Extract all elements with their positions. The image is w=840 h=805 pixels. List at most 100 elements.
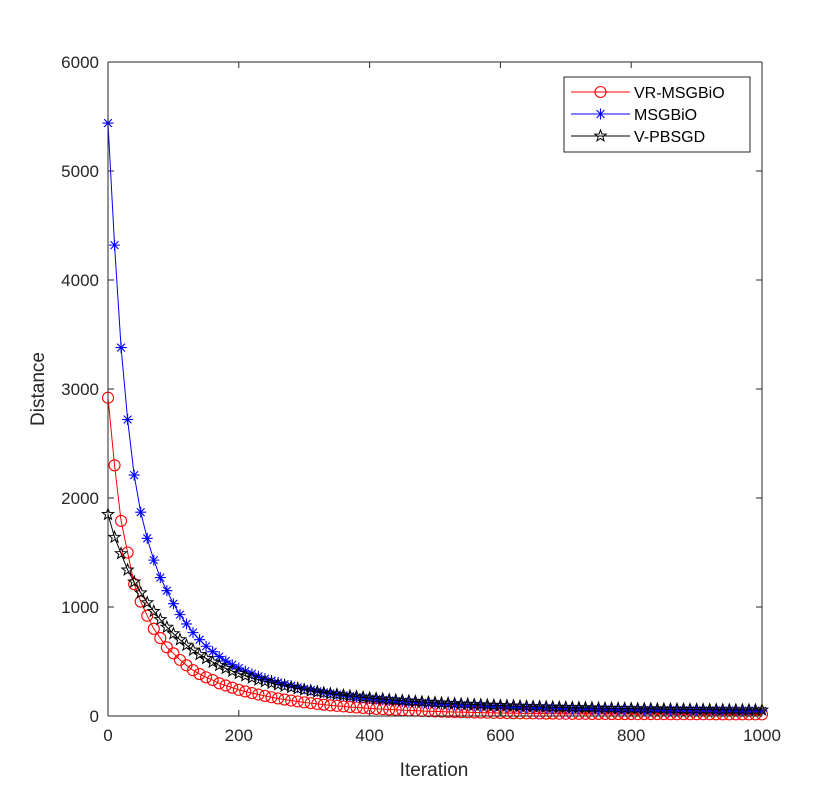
data-point [284, 679, 299, 694]
data-point [107, 529, 122, 544]
data-point [109, 239, 121, 251]
data-point [277, 678, 292, 693]
data-point [207, 646, 219, 658]
legend-marker [595, 108, 606, 120]
legend-label: MSGBiO [634, 107, 697, 124]
data-point [658, 704, 670, 716]
data-point [612, 704, 624, 716]
data-point [337, 700, 350, 713]
data-point [455, 699, 467, 711]
data-point [317, 698, 330, 711]
data-point [244, 670, 259, 684]
legend-label: V-PBSGD [634, 129, 705, 146]
data-point [697, 704, 709, 716]
data-point [147, 622, 160, 635]
data-point [547, 702, 559, 714]
data-point [200, 671, 213, 684]
data-point [342, 688, 358, 703]
data-point [684, 704, 696, 716]
legend-item-msgbio: MSGBiO [571, 107, 697, 124]
data-point [192, 646, 207, 661]
data-point [264, 675, 279, 690]
data-point [167, 647, 180, 660]
data-point [257, 674, 273, 688]
series-line [107, 397, 762, 715]
plot-area [108, 62, 762, 716]
data-point [213, 677, 226, 690]
data-point [245, 687, 258, 700]
data-point [449, 699, 461, 711]
x-tick-label: 1000 [743, 726, 781, 745]
data-point [266, 675, 277, 687]
data-point [514, 702, 526, 714]
x-tick-label: 200 [225, 726, 253, 745]
data-point [606, 704, 618, 716]
data-point [205, 654, 220, 669]
data-point [135, 506, 147, 518]
data-point [226, 681, 239, 694]
data-point [187, 627, 199, 639]
data-point [140, 595, 155, 609]
data-point [475, 700, 487, 712]
data-point [251, 672, 266, 686]
y-tick-label: 1000 [61, 598, 99, 617]
data-point [507, 701, 519, 713]
y-tick-label: 4000 [61, 271, 99, 290]
series-v-pbsgd [100, 506, 770, 717]
data-point [540, 702, 552, 714]
data-point [553, 703, 565, 715]
data-point [632, 704, 644, 716]
data-point [501, 701, 513, 713]
data-point [153, 612, 168, 626]
data-point [364, 693, 376, 705]
data-point [127, 574, 142, 588]
data-point [710, 705, 722, 717]
data-point [239, 685, 252, 698]
data-point [396, 696, 408, 708]
data-point [270, 677, 286, 691]
data-point [318, 686, 330, 698]
data-point [330, 699, 343, 712]
data-point [206, 673, 219, 687]
data-point [638, 704, 650, 716]
x-tick-label: 600 [486, 726, 514, 745]
data-point [108, 459, 121, 472]
data-point [619, 704, 631, 716]
data-point [560, 703, 572, 715]
data-point [232, 683, 245, 696]
data-point [481, 701, 493, 713]
plot-background [108, 62, 762, 716]
data-point [166, 626, 181, 640]
legend-marker [593, 128, 608, 143]
data-point [298, 696, 311, 709]
data-point [305, 684, 317, 696]
data-point [154, 632, 167, 645]
data-point [494, 701, 506, 713]
data-point [403, 696, 415, 708]
data-point [128, 578, 141, 591]
data-point [370, 693, 382, 705]
data-point [167, 598, 179, 610]
data-point [303, 683, 318, 697]
data-point [324, 699, 337, 712]
data-point [723, 705, 735, 717]
data-point [409, 697, 421, 709]
data-point [691, 704, 703, 716]
data-point [390, 695, 402, 707]
data-point [285, 694, 298, 707]
y-tick-label: 2000 [61, 489, 99, 508]
x-tick-label: 400 [355, 726, 383, 745]
data-point [468, 700, 480, 712]
data-point [218, 660, 233, 675]
data-point [180, 618, 192, 630]
data-point [488, 701, 500, 713]
data-point [442, 699, 454, 711]
data-point [186, 664, 200, 677]
y-tick-label: 3000 [61, 380, 99, 399]
data-point [651, 704, 663, 716]
data-point [743, 705, 755, 717]
series-layer [100, 117, 770, 721]
data-point [179, 637, 194, 652]
data-point [161, 585, 173, 597]
data-point [199, 651, 214, 665]
